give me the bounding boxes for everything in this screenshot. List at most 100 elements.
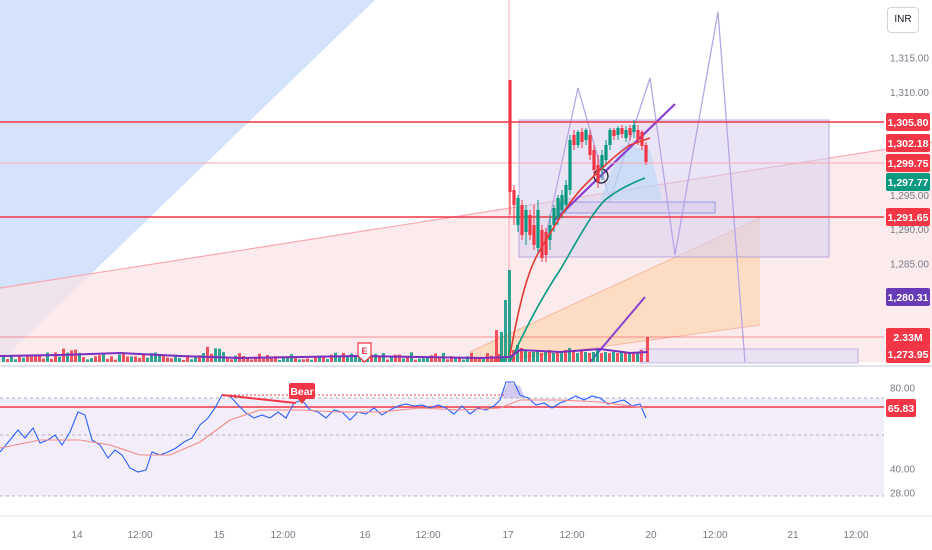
price-tag-label: 1,280.31 [888,292,929,304]
volume-bar [242,356,245,362]
volume-bar [42,358,45,362]
rsi-axis: 80.00 40.00 28.00 65.83 [886,384,916,500]
price-tag-bg [886,208,930,226]
price-tag-bg [886,345,930,363]
volume-bar [306,358,309,362]
bear-label[interactable]: Bear [289,383,315,404]
earnings-marker[interactable]: E [357,342,372,363]
volume-bar [620,352,623,362]
volume-bar [262,358,265,362]
volume-bar [150,353,153,362]
candle-body [508,80,512,192]
volume-bar [278,359,281,362]
price-tag-label: 1,273.95 [888,349,929,361]
volume-bar [426,357,429,362]
volume-bar [70,350,73,362]
volume-bar [346,356,349,362]
price-tag-bg [886,134,930,152]
volume-bar [516,345,519,362]
volume-bar [234,355,237,362]
purple-short-line [589,296,646,363]
price-tick-label: 1,290.00 [890,225,929,236]
volume-bar [450,356,453,362]
volume-bar [146,357,149,362]
volume-bar [90,358,93,362]
time-tick-label: 17 [502,530,514,541]
time-tick-label: 14 [71,530,83,541]
price-tick-label: 1,315.00 [890,54,929,65]
volume-bar [10,356,13,362]
volume-bar [162,355,165,362]
volume-bar [508,270,511,362]
volume-bar [30,356,33,362]
volume-bar [520,348,523,362]
candle-body [552,208,556,225]
volume-bar [386,359,389,362]
volume-bar [294,357,297,362]
volume-bar [166,357,169,362]
candle-body [572,135,576,145]
volume-bar [402,358,405,362]
time-tick-label: 12:00 [702,530,727,541]
volume-bar [532,352,535,362]
candle-body [596,165,600,182]
candle-body [608,130,612,145]
volume-bar [414,359,417,362]
candle-body [560,195,564,210]
candle-body [524,210,528,232]
price-tag-bg [886,173,930,191]
candle-body [636,130,640,140]
candle-body [612,130,616,136]
volume-bar [540,353,543,362]
volume-bar [646,337,649,362]
candle-body [536,210,540,248]
candle-body [540,230,544,258]
volume-bar [560,351,563,362]
time-axis[interactable]: 14 12:00 15 12:00 16 12:00 17 12:00 20 12:00 21 12:… [71,530,869,541]
price-axis: 1,315.00 1,310.00 1,295.00 1,290.00 1,285.00 [890,54,929,271]
candle-body [628,128,632,135]
volume-bar [170,358,173,362]
volume-bar [298,359,301,362]
volume-bar [318,355,321,362]
volume-bar [495,330,498,362]
volume-bar [382,352,385,362]
rsi-line [0,381,647,473]
rsi-band [0,398,884,496]
volume-bar [604,352,607,362]
volume-bar [612,352,615,362]
currency-selector[interactable]: INR [887,7,919,33]
candle-body [576,132,580,145]
volume-bar [592,352,595,362]
price-tag-label: 1,291.65 [888,212,929,224]
volume-bar [528,352,531,362]
volume-bar [198,355,201,362]
price-tick-label: 1,310.00 [890,88,929,99]
time-tick-label: 12:00 [415,530,440,541]
volume-bar [478,356,481,362]
volume-bar [38,355,41,362]
rsi-tick-label: 28.00 [890,489,915,500]
rsi-tick-label: 80.00 [890,384,915,395]
volume-bar [178,357,181,362]
volume-bar [302,359,305,362]
candle-body [516,198,520,225]
volume-bar [544,352,547,362]
volume-bar [474,356,477,362]
volume-bar [78,352,81,362]
candle-body [640,132,644,146]
candles [508,80,648,262]
volume-bar [568,348,571,362]
volume-bar [122,352,125,362]
volume-bar [524,350,527,362]
price-tag-label: 1,297.77 [888,177,929,189]
volume-bar [330,354,333,362]
price-tick-label: 1,285.00 [890,260,929,271]
bear-divergence-line [221,394,297,404]
bottom-rectangle [639,348,859,364]
volume-bar [174,354,177,362]
time-tick-label: 12:00 [843,530,868,541]
time-tick-label: 12:00 [127,530,152,541]
